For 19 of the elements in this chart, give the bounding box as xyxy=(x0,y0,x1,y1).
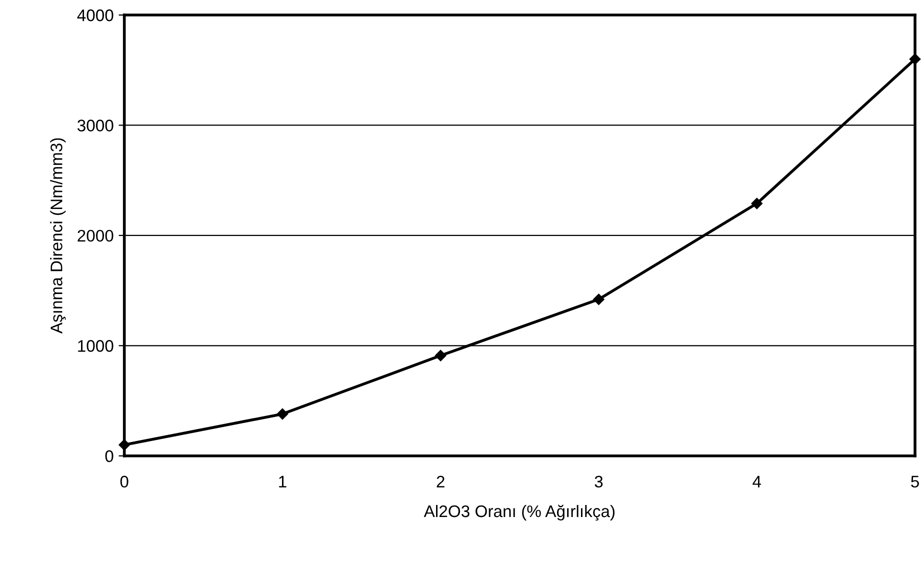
point xyxy=(276,408,288,420)
point xyxy=(909,54,921,65)
y-tick-label: 3000 xyxy=(77,120,114,132)
x-tick-label: 4 xyxy=(752,476,762,488)
point xyxy=(593,294,604,305)
x-tick-label: 0 xyxy=(120,476,128,488)
y-tick-label: 1000 xyxy=(78,340,114,352)
y-axis-title: Aşınma Direnci (Nm/mm3) xyxy=(50,138,66,334)
y-tick-label: 0 xyxy=(105,450,114,462)
point xyxy=(751,198,762,210)
x-tick-label: 2 xyxy=(436,476,444,488)
x-tick-label: 5 xyxy=(911,476,919,488)
point xyxy=(435,350,446,362)
x-tick-label: 1 xyxy=(279,476,286,488)
x-tick-label: 3 xyxy=(594,476,603,488)
x-axis-title: Al2O3 Oranı (% Ağırlıkça) xyxy=(424,504,615,521)
point xyxy=(118,439,130,450)
y-tick-label: 2000 xyxy=(78,230,114,242)
y-tick-label: 4000 xyxy=(77,9,114,22)
